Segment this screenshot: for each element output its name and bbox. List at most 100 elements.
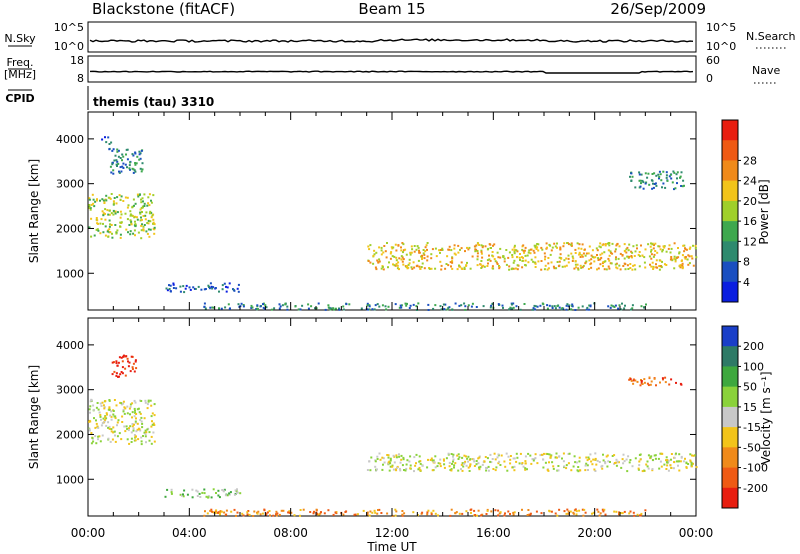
- echo-pixel: [153, 414, 156, 417]
- echo-pixel: [690, 461, 693, 464]
- echo-pixel: [116, 148, 119, 151]
- echo-pixel: [601, 467, 604, 470]
- echo-pixel: [448, 461, 451, 464]
- freq-panel: Freq. [MHz] 18 8 60 0 Nave: [4, 54, 781, 85]
- echo-pixel: [104, 212, 106, 215]
- echo-pixel: [571, 303, 574, 306]
- echo-pixel: [129, 370, 132, 373]
- echo-pixel: [626, 264, 629, 267]
- echo-pixel: [468, 246, 471, 249]
- echo-pixel: [548, 509, 551, 512]
- echo-pixel: [519, 253, 521, 255]
- echo-pixel: [454, 512, 457, 515]
- echo-pixel: [140, 224, 143, 227]
- echo-pixel: [591, 255, 594, 258]
- echo-pixel: [473, 509, 476, 512]
- echo-pixel: [596, 254, 598, 256]
- echo-pixel: [463, 266, 466, 269]
- echo-pixel: [395, 259, 398, 262]
- echo-pixel: [422, 249, 425, 251]
- echo-pixel: [605, 268, 608, 271]
- echo-pixel: [636, 513, 639, 516]
- echo-pixel: [507, 256, 510, 259]
- echo-pixel: [544, 258, 546, 261]
- echo-pixel: [482, 264, 485, 267]
- echo-pixel: [666, 179, 669, 182]
- y-tick-label: 2000: [56, 222, 84, 235]
- echo-pixel: [643, 256, 646, 259]
- echo-pixel: [215, 511, 217, 514]
- echo-pixel: [117, 155, 120, 158]
- echo-pixel: [439, 251, 441, 254]
- echo-pixel: [460, 463, 463, 466]
- echo-pixel: [535, 248, 538, 250]
- echo-pixel: [495, 261, 498, 264]
- echo-pixel: [100, 418, 102, 421]
- echo-pixel: [659, 460, 662, 463]
- echo-pixel: [524, 468, 527, 471]
- echo-pixel: [369, 469, 372, 472]
- echo-pixel: [575, 510, 578, 513]
- echo-pixel: [434, 466, 437, 469]
- echo-pixel: [197, 285, 200, 288]
- echo-pixel: [599, 263, 602, 266]
- echo-pixel: [555, 267, 558, 270]
- echo-pixel: [315, 307, 318, 310]
- echo-pixel: [597, 510, 600, 513]
- echo-pixel: [490, 461, 493, 464]
- echo-pixel: [400, 246, 402, 249]
- echo-pixel: [103, 201, 106, 204]
- echo-pixel: [120, 371, 123, 373]
- echo-pixel: [113, 370, 116, 373]
- echo-pixel: [90, 203, 93, 206]
- echo-pixel: [144, 429, 147, 432]
- echo-pixel: [499, 256, 502, 259]
- echo-pixel: [423, 257, 426, 260]
- echo-pixel: [607, 249, 610, 252]
- echo-pixel: [111, 361, 114, 364]
- echo-pixel: [150, 442, 153, 445]
- echo-pixel: [654, 457, 657, 460]
- echo-pixel: [473, 460, 476, 463]
- echo-pixel: [595, 463, 598, 466]
- echo-pixel: [489, 460, 492, 463]
- cpid-panel: CPID themis (tau) 3310: [5, 86, 214, 110]
- echo-pixel: [112, 200, 115, 203]
- echo-pixel: [210, 496, 213, 499]
- echo-pixel: [95, 406, 98, 409]
- echo-pixel: [543, 268, 546, 271]
- echo-pixel: [460, 247, 463, 250]
- echo-pixel: [338, 308, 341, 311]
- echo-pixel: [692, 244, 694, 247]
- echo-pixel: [233, 289, 236, 292]
- echo-pixel: [134, 202, 137, 205]
- echo-pixel: [458, 304, 461, 307]
- echo-pixel: [547, 257, 550, 259]
- echo-pixel: [534, 457, 537, 460]
- echo-pixel: [147, 400, 150, 403]
- echo-pixel: [268, 510, 271, 512]
- echo-pixel: [408, 258, 411, 261]
- echo-pixel: [89, 208, 92, 211]
- echo-pixel: [624, 268, 627, 271]
- echo-pixel: [203, 305, 206, 308]
- echo-pixel: [444, 303, 447, 306]
- echo-pixel: [137, 438, 140, 441]
- echo-pixel: [580, 266, 583, 269]
- echo-pixel: [434, 267, 437, 270]
- echo-pixel: [675, 381, 677, 384]
- echo-pixel: [143, 417, 146, 420]
- echo-pixel: [448, 465, 451, 468]
- echo-pixel: [137, 231, 140, 234]
- echo-pixel: [475, 463, 478, 466]
- y-tick-label: 2000: [56, 428, 84, 441]
- echo-pixel: [395, 510, 398, 513]
- echo-pixel: [129, 210, 132, 213]
- echo-pixel: [536, 246, 539, 249]
- echo-pixel: [136, 428, 139, 431]
- echo-pixel: [151, 420, 153, 423]
- echo-pixel: [99, 415, 102, 418]
- echo-pixel: [585, 456, 588, 459]
- echo-pixel: [119, 221, 122, 224]
- echo-pixel: [618, 304, 621, 307]
